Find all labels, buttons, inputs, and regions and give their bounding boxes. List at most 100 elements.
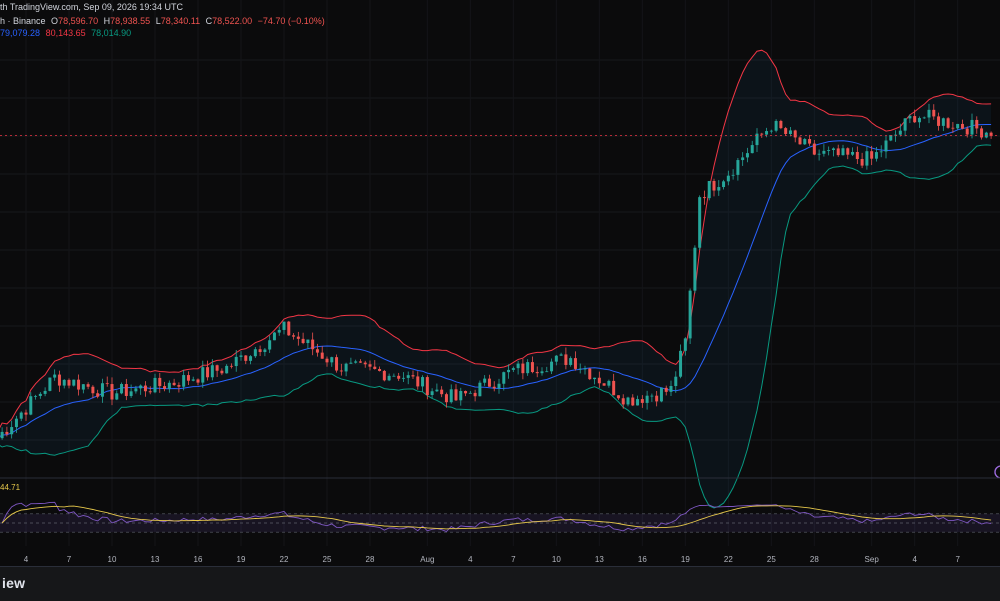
candle-body [836, 148, 840, 156]
candle-body [206, 367, 210, 378]
candle-body [984, 132, 988, 138]
candle-body [182, 375, 186, 387]
time-tick-label: 22 [280, 555, 289, 564]
candle-body [712, 180, 716, 191]
candle-body [473, 392, 477, 397]
candle-body [631, 397, 635, 406]
candle-body [956, 123, 960, 129]
candle-body [282, 321, 286, 330]
candle-body [444, 394, 448, 403]
footer-brand[interactable]: iew [2, 575, 26, 591]
candle-body [621, 398, 625, 405]
candle-body [349, 362, 353, 364]
candle-body [378, 368, 382, 371]
candle-body [62, 379, 66, 386]
time-axis[interactable]: 4 7 10 13 16 19 22 25 28 Aug 4 7 10 13 16 19 22 25 28 Sep 4 7 [24, 555, 961, 564]
band-fill [0, 50, 992, 508]
candle-body [91, 386, 95, 394]
candle-body [922, 117, 926, 119]
ohlc-low-label: L [155, 16, 161, 26]
ohlc-low-value: 78,340.11 [160, 16, 201, 26]
candle-body [29, 396, 33, 415]
ohlc-close-value: 78,522.00 [212, 16, 253, 26]
candle-body [803, 139, 807, 145]
candle-body [960, 123, 964, 129]
time-tick-label: 19 [681, 555, 690, 564]
chart-grid [0, 0, 1000, 546]
time-tick-label: Aug [420, 555, 434, 564]
candle-body [191, 379, 195, 381]
candle-body [335, 357, 339, 371]
candle-body [507, 369, 511, 373]
time-tick-label: 16 [194, 555, 203, 564]
candle-body [593, 377, 597, 380]
candle-body [454, 389, 458, 401]
candle-body [416, 376, 420, 387]
candle-body [172, 382, 176, 386]
time-tick-label: 7 [511, 555, 516, 564]
candle-body [750, 145, 754, 154]
candle-body [38, 393, 42, 396]
candle-body [951, 127, 955, 129]
candle-body [153, 377, 157, 393]
candle-body [0, 431, 4, 439]
bb-upper-value: 80,143.65 [45, 28, 86, 38]
candle-body [741, 157, 745, 161]
candle-body [34, 395, 38, 397]
candle-body [784, 128, 788, 135]
candle-body [143, 385, 147, 392]
candle-body [550, 361, 554, 372]
candle-body [817, 153, 821, 155]
candle-body [855, 151, 859, 159]
candle-body [397, 375, 401, 379]
candle-body [975, 119, 979, 129]
candle-body [917, 118, 921, 123]
candle-body [946, 118, 950, 128]
candle-body [234, 356, 238, 367]
candle-body [559, 354, 563, 356]
time-tick-label: 19 [237, 555, 246, 564]
candle-body [980, 128, 984, 138]
candle-body [526, 362, 530, 374]
candle-body [812, 143, 816, 155]
candle-body [564, 354, 568, 365]
candle-body [10, 427, 14, 435]
price-chart[interactable]: 4 7 10 13 16 19 22 25 28 Aug 4 7 10 13 16 19 22 25 28 Sep 4 7 [0, 0, 1000, 566]
candle-body [874, 152, 878, 159]
candle-body [884, 140, 888, 152]
candle-body [449, 389, 453, 403]
time-tick-label: 28 [366, 555, 375, 564]
candle-body [659, 387, 663, 402]
candle-body [186, 375, 190, 381]
symbol-suffix: h · Binance [0, 16, 46, 26]
candle-body [841, 148, 845, 156]
alert-icon[interactable] [994, 465, 1000, 479]
candle-body [43, 390, 47, 394]
candle-body [468, 392, 472, 394]
candle-body [382, 370, 386, 381]
candle-body [277, 329, 281, 333]
candle-body [640, 399, 644, 403]
candle-body [401, 377, 405, 379]
candle-body [937, 116, 941, 126]
candle-body [320, 352, 324, 359]
candle-body [430, 391, 434, 396]
candle-body [177, 385, 181, 387]
candle-body [588, 368, 592, 380]
candle-body [115, 393, 119, 400]
candle-body [683, 338, 687, 351]
candle-body [435, 389, 439, 392]
candle-body [53, 374, 57, 378]
time-tick-label: 25 [323, 555, 332, 564]
candle-body [229, 365, 233, 367]
candle-body [540, 371, 544, 374]
candle-body [774, 120, 778, 131]
candle-body [822, 150, 826, 154]
candle-body [941, 118, 945, 126]
candle-body [779, 120, 783, 129]
candle-body [516, 363, 520, 369]
time-tick-label: 10 [552, 555, 561, 564]
candle-body [292, 335, 296, 337]
candle-body [167, 382, 171, 389]
candle-body [201, 367, 205, 383]
